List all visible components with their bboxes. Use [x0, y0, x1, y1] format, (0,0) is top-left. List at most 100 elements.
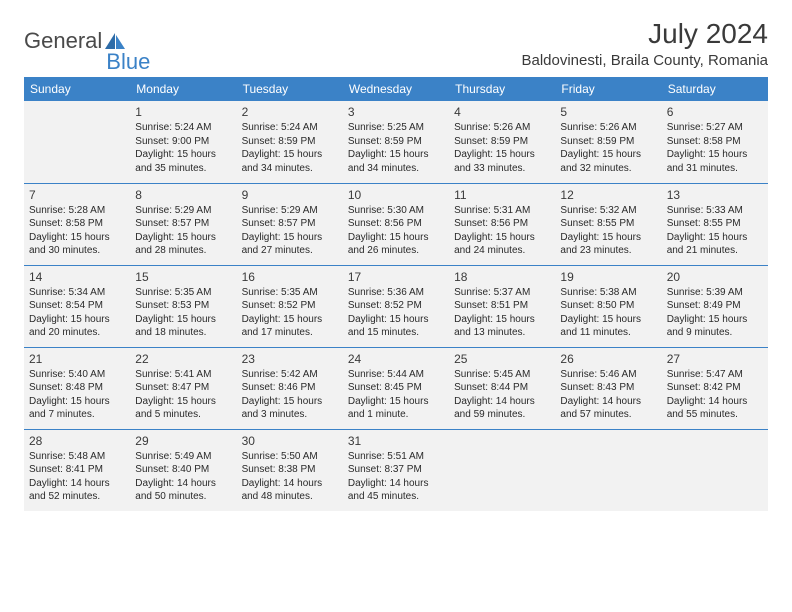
- calendar-cell: 24Sunrise: 5:44 AMSunset: 8:45 PMDayligh…: [343, 347, 449, 429]
- calendar-cell: 12Sunrise: 5:32 AMSunset: 8:55 PMDayligh…: [555, 183, 661, 265]
- day-number: 7: [29, 187, 125, 203]
- sunrise-line: Sunrise: 5:50 AM: [242, 450, 338, 464]
- sunset-line: Sunset: 8:57 PM: [135, 217, 231, 231]
- sunrise-line: Sunrise: 5:24 AM: [242, 121, 338, 135]
- sunset-line: Sunset: 8:47 PM: [135, 381, 231, 395]
- sunset-line: Sunset: 8:59 PM: [560, 135, 656, 149]
- sunset-line: Sunset: 8:59 PM: [454, 135, 550, 149]
- daylight-line: Daylight: 15 hours and 32 minutes.: [560, 148, 656, 175]
- sunrise-line: Sunrise: 5:35 AM: [135, 286, 231, 300]
- sunset-line: Sunset: 8:42 PM: [667, 381, 763, 395]
- day-number: 20: [667, 269, 763, 285]
- sunset-line: Sunset: 8:43 PM: [560, 381, 656, 395]
- sunrise-line: Sunrise: 5:26 AM: [454, 121, 550, 135]
- sunset-line: Sunset: 8:40 PM: [135, 463, 231, 477]
- sunrise-line: Sunrise: 5:34 AM: [29, 286, 125, 300]
- sunset-line: Sunset: 8:56 PM: [454, 217, 550, 231]
- daylight-line: Daylight: 15 hours and 9 minutes.: [667, 313, 763, 340]
- location: Baldovinesti, Braila County, Romania: [521, 52, 768, 69]
- sunrise-line: Sunrise: 5:28 AM: [29, 204, 125, 218]
- sunset-line: Sunset: 8:58 PM: [667, 135, 763, 149]
- day-number: 8: [135, 187, 231, 203]
- day-number: 1: [135, 104, 231, 120]
- day-header: Thursday: [449, 77, 555, 101]
- calendar-cell: 20Sunrise: 5:39 AMSunset: 8:49 PMDayligh…: [662, 265, 768, 347]
- calendar-cell: 26Sunrise: 5:46 AMSunset: 8:43 PMDayligh…: [555, 347, 661, 429]
- day-header: Friday: [555, 77, 661, 101]
- calendar-cell: 7Sunrise: 5:28 AMSunset: 8:58 PMDaylight…: [24, 183, 130, 265]
- calendar-cell: 25Sunrise: 5:45 AMSunset: 8:44 PMDayligh…: [449, 347, 555, 429]
- day-number: 21: [29, 351, 125, 367]
- sunset-line: Sunset: 8:45 PM: [348, 381, 444, 395]
- sunrise-line: Sunrise: 5:49 AM: [135, 450, 231, 464]
- sunset-line: Sunset: 8:44 PM: [454, 381, 550, 395]
- calendar-cell: 8Sunrise: 5:29 AMSunset: 8:57 PMDaylight…: [130, 183, 236, 265]
- day-number: 14: [29, 269, 125, 285]
- day-number: 31: [348, 433, 444, 449]
- day-number: 10: [348, 187, 444, 203]
- daylight-line: Daylight: 14 hours and 55 minutes.: [667, 395, 763, 422]
- sunrise-line: Sunrise: 5:30 AM: [348, 204, 444, 218]
- sunrise-line: Sunrise: 5:45 AM: [454, 368, 550, 382]
- sunset-line: Sunset: 8:41 PM: [29, 463, 125, 477]
- daylight-line: Daylight: 15 hours and 15 minutes.: [348, 313, 444, 340]
- day-number: 2: [242, 104, 338, 120]
- sunrise-line: Sunrise: 5:33 AM: [667, 204, 763, 218]
- calendar-cell: 13Sunrise: 5:33 AMSunset: 8:55 PMDayligh…: [662, 183, 768, 265]
- title-block: July 2024 Baldovinesti, Braila County, R…: [521, 18, 768, 69]
- sunrise-line: Sunrise: 5:44 AM: [348, 368, 444, 382]
- calendar-row: 21Sunrise: 5:40 AMSunset: 8:48 PMDayligh…: [24, 347, 768, 429]
- calendar-cell: [662, 429, 768, 511]
- day-number: 24: [348, 351, 444, 367]
- day-number: 3: [348, 104, 444, 120]
- day-number: 6: [667, 104, 763, 120]
- day-number: 9: [242, 187, 338, 203]
- day-number: 25: [454, 351, 550, 367]
- daylight-line: Daylight: 15 hours and 23 minutes.: [560, 231, 656, 258]
- daylight-line: Daylight: 15 hours and 28 minutes.: [135, 231, 231, 258]
- daylight-line: Daylight: 15 hours and 17 minutes.: [242, 313, 338, 340]
- sunrise-line: Sunrise: 5:38 AM: [560, 286, 656, 300]
- calendar-cell: 22Sunrise: 5:41 AMSunset: 8:47 PMDayligh…: [130, 347, 236, 429]
- calendar-cell: 9Sunrise: 5:29 AMSunset: 8:57 PMDaylight…: [237, 183, 343, 265]
- day-number: 29: [135, 433, 231, 449]
- daylight-line: Daylight: 15 hours and 7 minutes.: [29, 395, 125, 422]
- calendar-cell: [449, 429, 555, 511]
- calendar-row: 1 Sunrise: 5:24 AM Sunset: 9:00 PM Daylight…: [24, 101, 768, 183]
- daylight-line: Daylight: 14 hours and 52 minutes.: [29, 477, 125, 504]
- day-number: 5: [560, 104, 656, 120]
- day-number: 30: [242, 433, 338, 449]
- sunrise-line: Sunrise: 5:31 AM: [454, 204, 550, 218]
- sunset-line: Sunset: 8:51 PM: [454, 299, 550, 313]
- day-header: Saturday: [662, 77, 768, 101]
- month-title: July 2024: [521, 18, 768, 50]
- calendar-head: SundayMondayTuesdayWednesdayThursdayFrid…: [24, 77, 768, 101]
- daylight-line: Daylight: 15 hours and 13 minutes.: [454, 313, 550, 340]
- logo: General Blue: [24, 18, 150, 64]
- calendar-cell: [555, 429, 661, 511]
- daylight-line: Daylight: 15 hours and 31 minutes.: [667, 148, 763, 175]
- day-number: 4: [454, 104, 550, 120]
- day-number: 17: [348, 269, 444, 285]
- sunrise-line: Sunrise: 5:48 AM: [29, 450, 125, 464]
- sunset-line: Sunset: 8:55 PM: [560, 217, 656, 231]
- sunset-line: Sunset: 9:00 PM: [135, 135, 231, 149]
- calendar-cell: 18Sunrise: 5:37 AMSunset: 8:51 PMDayligh…: [449, 265, 555, 347]
- calendar-cell: 30Sunrise: 5:50 AMSunset: 8:38 PMDayligh…: [237, 429, 343, 511]
- daylight-line: Daylight: 15 hours and 27 minutes.: [242, 231, 338, 258]
- day-header: Tuesday: [237, 77, 343, 101]
- sunset-line: Sunset: 8:59 PM: [242, 135, 338, 149]
- calendar-body: 1 Sunrise: 5:24 AM Sunset: 9:00 PM Daylight…: [24, 101, 768, 511]
- calendar-cell: 11Sunrise: 5:31 AMSunset: 8:56 PMDayligh…: [449, 183, 555, 265]
- sunset-line: Sunset: 8:52 PM: [242, 299, 338, 313]
- daylight-line: Daylight: 14 hours and 59 minutes.: [454, 395, 550, 422]
- calendar-cell: 5Sunrise: 5:26 AMSunset: 8:59 PMDaylight…: [555, 101, 661, 183]
- day-number: 27: [667, 351, 763, 367]
- sunset-line: Sunset: 8:56 PM: [348, 217, 444, 231]
- day-number: 19: [560, 269, 656, 285]
- sunset-line: Sunset: 8:38 PM: [242, 463, 338, 477]
- sunset-line: Sunset: 8:37 PM: [348, 463, 444, 477]
- calendar-cell: 10Sunrise: 5:30 AMSunset: 8:56 PMDayligh…: [343, 183, 449, 265]
- daylight-line: Daylight: 14 hours and 57 minutes.: [560, 395, 656, 422]
- calendar-cell: 15Sunrise: 5:35 AMSunset: 8:53 PMDayligh…: [130, 265, 236, 347]
